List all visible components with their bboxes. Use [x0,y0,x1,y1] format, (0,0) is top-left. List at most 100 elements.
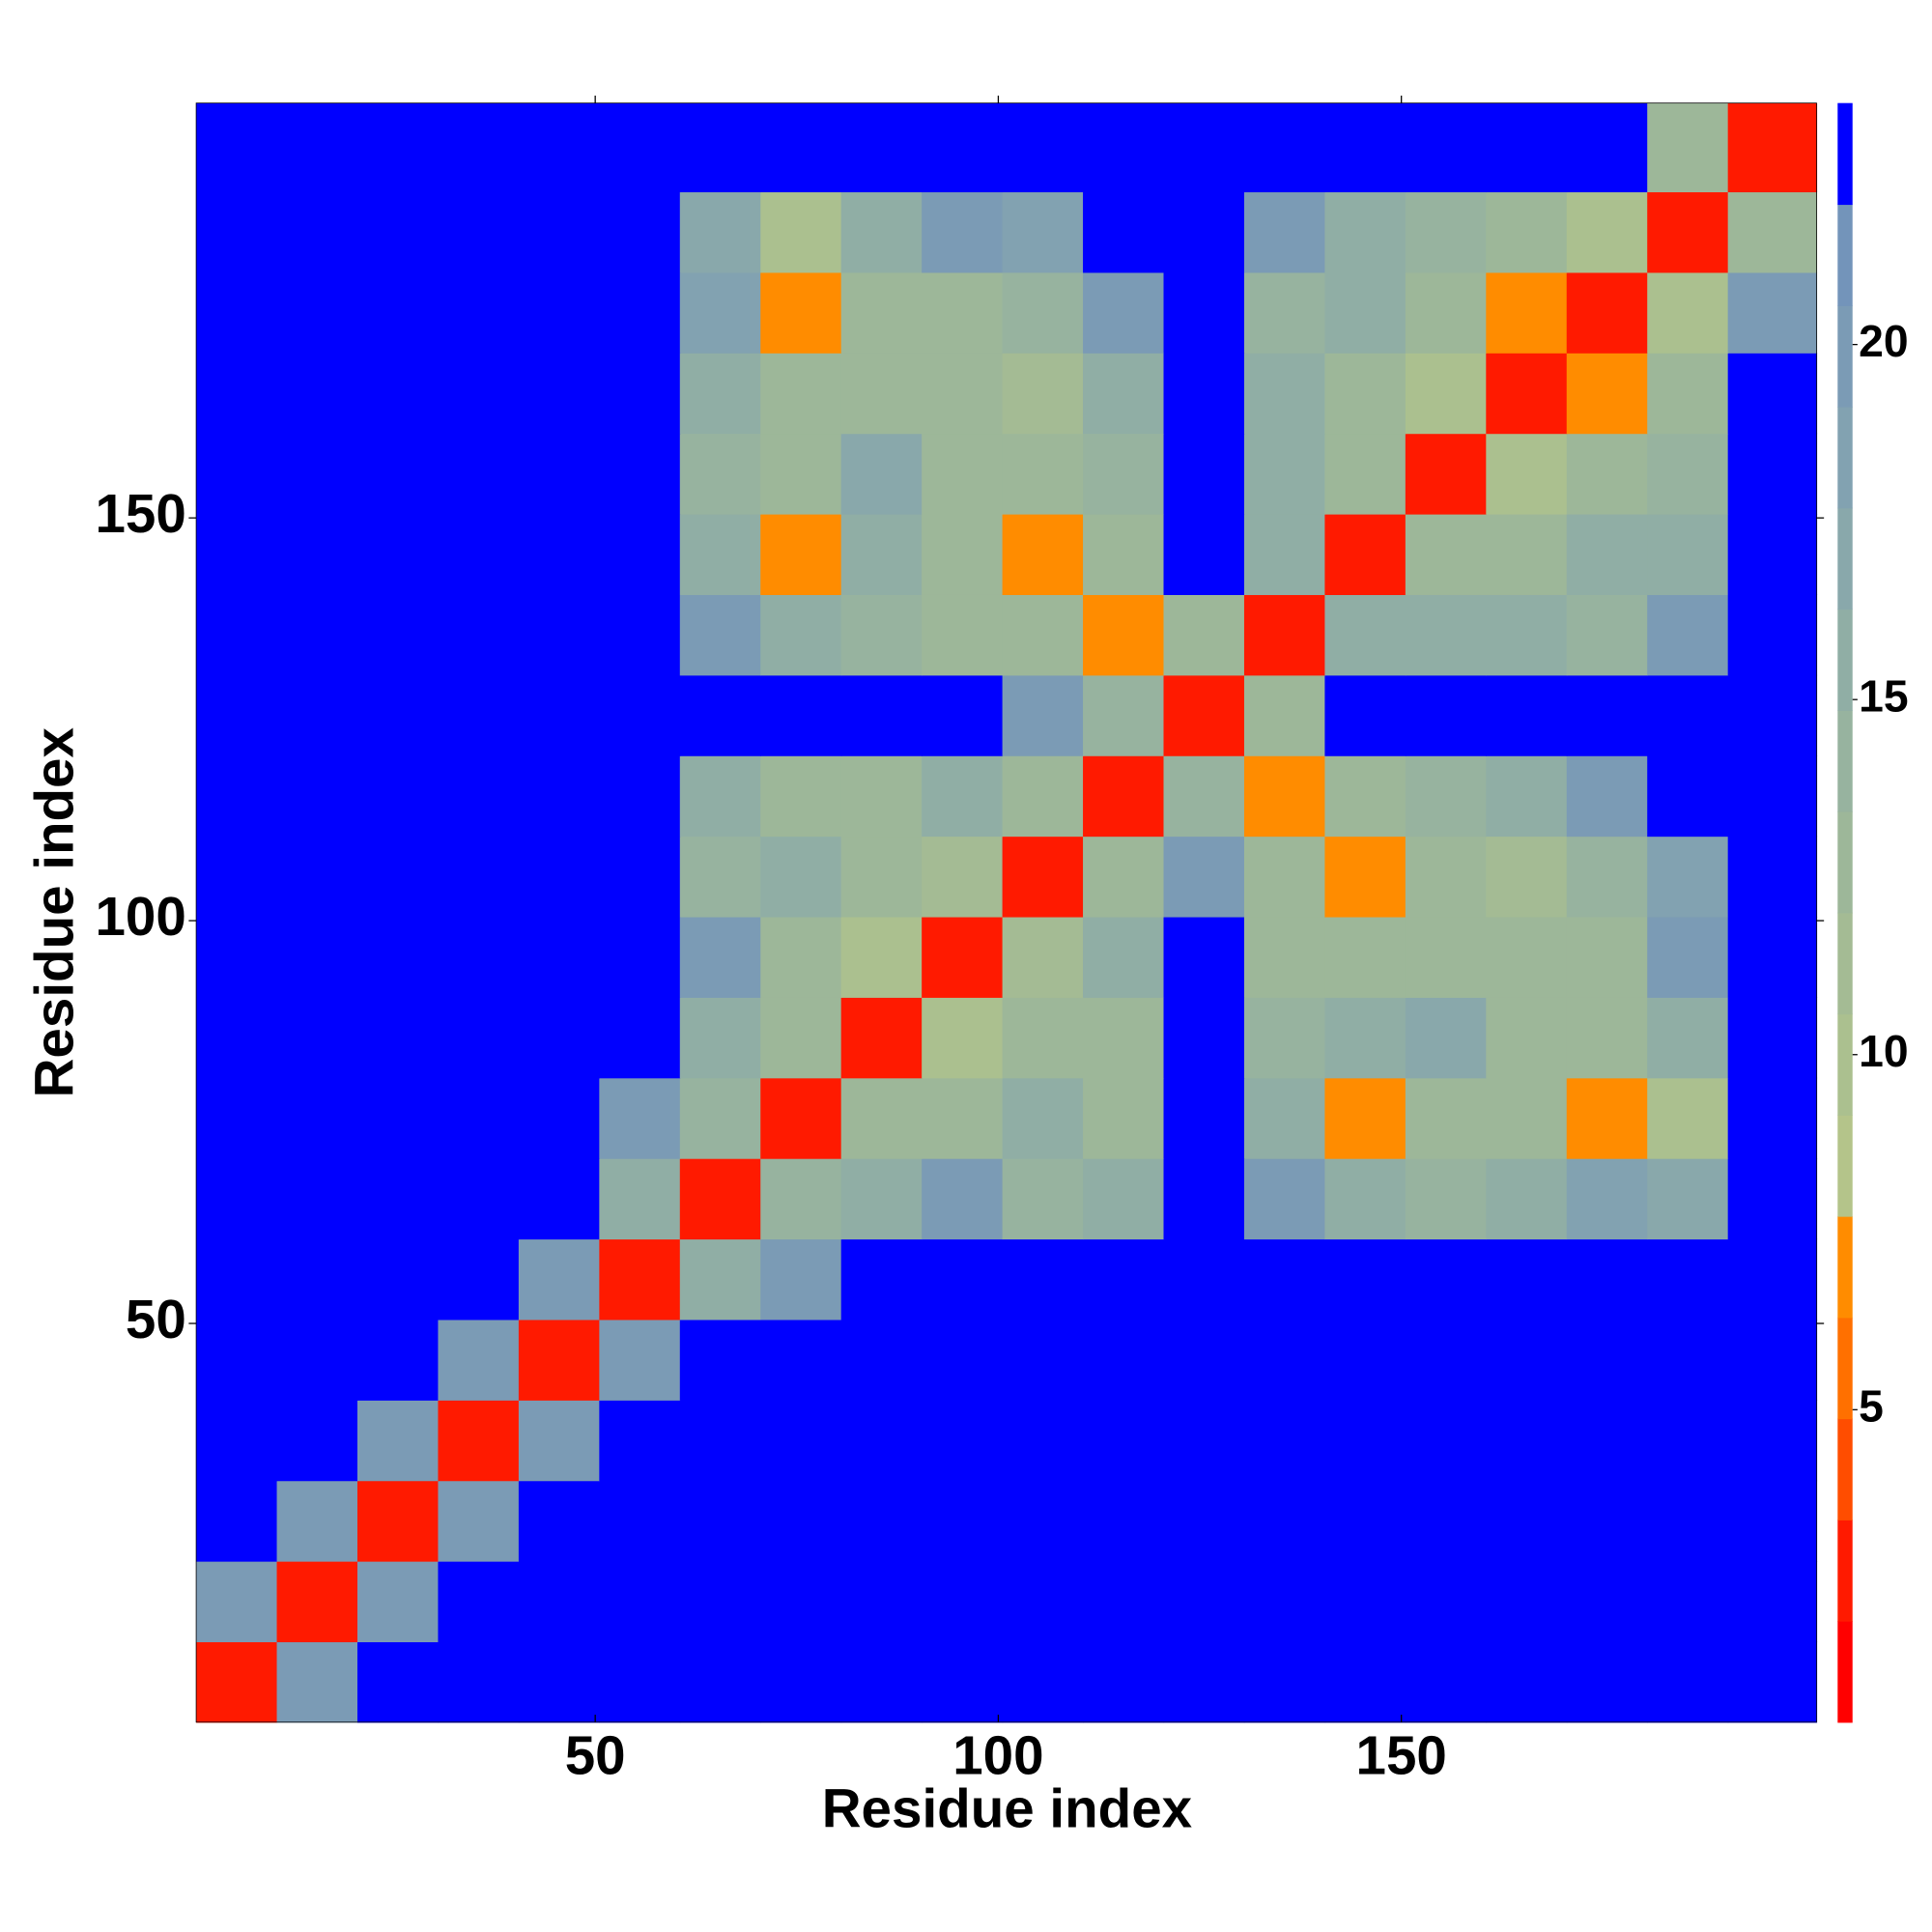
heatmap-cell [760,1077,842,1159]
heatmap-cell [276,674,358,756]
heatmap-cell [1002,836,1084,918]
heatmap-cell [1727,916,1818,998]
colorbar-band [1837,1215,1853,1319]
colorbar-band [1837,1013,1853,1116]
heatmap-cell [599,433,681,515]
heatmap-cell [438,513,520,595]
heatmap-cell [922,433,1004,515]
heatmap-cell [1243,353,1326,435]
heatmap-cell [1083,1238,1165,1321]
heatmap-cell [1002,513,1084,595]
heatmap-cell [840,1158,923,1240]
heatmap-cell [1163,1238,1245,1321]
colorbar-band [1837,102,1853,206]
heatmap-cell [1163,1480,1245,1562]
heatmap-cell [1486,271,1568,354]
heatmap-cell [518,271,600,354]
heatmap-cell [1647,271,1729,354]
heatmap-cell [356,916,440,998]
heatmap-cell [1405,916,1487,998]
heatmap-cell [1647,916,1729,998]
heatmap-cell [1163,433,1245,515]
heatmap-cell [1566,1077,1648,1159]
heatmap-cell [1486,1319,1568,1401]
heatmap-cell [196,1400,278,1482]
heatmap-cell [760,674,842,756]
heatmap-cell [1405,1641,1487,1723]
heatmap-cell [518,674,600,756]
heatmap-cell [840,191,923,273]
heatmap-cell [196,594,278,676]
heatmap-cell [518,594,600,676]
heatmap-cell [438,916,520,998]
heatmap-cell [760,1158,842,1240]
heatmap-cell [599,755,681,838]
heatmap-cell [760,1641,842,1723]
heatmap-cell [518,1319,600,1401]
heatmap-cell [840,594,923,676]
heatmap-cell [599,594,681,676]
heatmap-cell [1002,1480,1084,1562]
heatmap-cell [438,1238,520,1321]
heatmap-cell [1566,513,1648,595]
heatmap-cell [438,1641,520,1723]
heatmap-cell [1647,594,1729,676]
heatmap-cell [1324,1480,1406,1562]
heatmap-cell [1405,1238,1487,1321]
heatmap-cell [1243,1561,1326,1643]
colorbar-band [1837,609,1853,711]
heatmap-cell [1243,1319,1326,1401]
colorbar-band [1837,1418,1853,1520]
heatmap-cell [760,916,842,998]
heatmap-cell [1647,836,1729,918]
heatmap-cell [276,755,358,838]
heatmap-cell [1405,191,1487,273]
heatmap-cell [438,1077,520,1159]
heatmap-cell [1163,1158,1245,1240]
heatmap-cell [276,1319,358,1401]
heatmap-cell [1405,433,1487,515]
heatmap-cell [922,513,1004,595]
heatmap-cell [1647,1238,1729,1321]
heatmap-cell [356,433,440,515]
heatmap-cell [922,755,1004,838]
heatmap-cell [1486,997,1568,1079]
heatmap-cell [518,997,600,1079]
heatmap-cell [1243,674,1326,756]
heatmap-cell [1163,674,1245,756]
heatmap-cell [1002,271,1084,354]
heatmap-cell [840,755,923,838]
heatmap-cell [1243,836,1326,918]
heatmap-cell [1002,191,1084,273]
heatmap-cell [438,1158,520,1240]
heatmap-cell [1566,997,1648,1079]
heatmap-cell [1486,1561,1568,1643]
heatmap-cell [599,1158,681,1240]
colorbar-band [1837,406,1853,509]
heatmap-cell [1486,191,1568,273]
colorbar-tick-label: 5 [1859,1381,1884,1432]
heatmap-cell [1163,1641,1245,1723]
heatmap-cell [1405,1480,1487,1562]
heatmap-cell [1163,1077,1245,1159]
heatmap-cell [840,433,923,515]
heatmap-cell [922,594,1004,676]
heatmap-cell [599,513,681,595]
heatmap-cell [1647,997,1729,1079]
heatmap-cell [599,916,681,998]
heatmap-cell [356,353,440,435]
heatmap-cell [1647,1077,1729,1159]
heatmap-cell [276,594,358,676]
heatmap-cell [438,102,520,193]
heatmap-cell [1647,674,1729,756]
heatmap-cell [1002,1561,1084,1643]
heatmap-cell [599,674,681,756]
heatmap-cell [1002,674,1084,756]
heatmap-cell [1727,1077,1818,1159]
heatmap-cell [760,1561,842,1643]
heatmap-cell [599,997,681,1079]
heatmap-cell [196,271,278,354]
heatmap-cell [760,433,842,515]
heatmap-cell [922,1077,1004,1159]
